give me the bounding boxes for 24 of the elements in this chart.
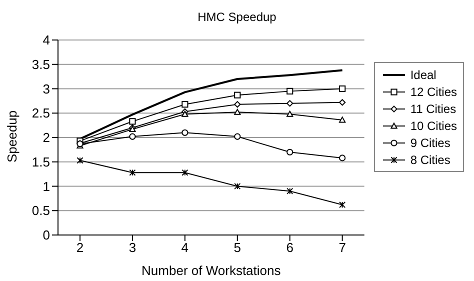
x-tick-label: 2 bbox=[76, 240, 84, 256]
x-tick-label: 5 bbox=[234, 240, 242, 256]
y-tick-label: 4 bbox=[42, 32, 50, 48]
y-axis-title: Speedup bbox=[4, 110, 20, 162]
y-tick-label: 1.5 bbox=[32, 154, 50, 170]
legend-label: Ideal bbox=[410, 68, 436, 82]
legend-label: 8 Cities bbox=[410, 152, 450, 166]
y-tick-label: 2.5 bbox=[32, 106, 50, 121]
y-tick-label: 0.5 bbox=[32, 203, 50, 218]
x-tick-label: 6 bbox=[286, 240, 294, 256]
y-tick-label: 0 bbox=[42, 228, 50, 243]
legend-label: 11 Cities bbox=[410, 102, 456, 116]
legend-label: 10 Cities bbox=[410, 118, 457, 132]
chart-title: HMC Speedup bbox=[196, 9, 278, 26]
y-tick-label: 3.5 bbox=[32, 56, 50, 72]
legend-label: 9 Cities bbox=[410, 136, 450, 150]
x-tick-label: 7 bbox=[338, 240, 346, 256]
y-tick-label: 1 bbox=[42, 178, 50, 194]
x-tick-label: 3 bbox=[128, 240, 136, 256]
x-tick-label: 4 bbox=[181, 240, 189, 256]
y-tick-label: 3 bbox=[42, 81, 50, 96]
x-axis-title: Number of Workstations bbox=[142, 263, 282, 278]
y-tick-label: 2 bbox=[42, 130, 50, 146]
legend-label: 12 Cities bbox=[410, 84, 457, 98]
